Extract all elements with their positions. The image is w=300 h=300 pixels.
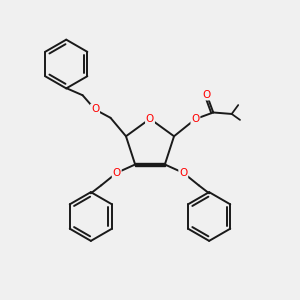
Text: O: O xyxy=(202,90,211,100)
Text: O: O xyxy=(191,114,200,124)
Text: O: O xyxy=(146,114,154,124)
Text: O: O xyxy=(91,104,99,115)
Text: O: O xyxy=(179,168,188,178)
Polygon shape xyxy=(135,163,165,167)
Text: O: O xyxy=(112,168,121,178)
